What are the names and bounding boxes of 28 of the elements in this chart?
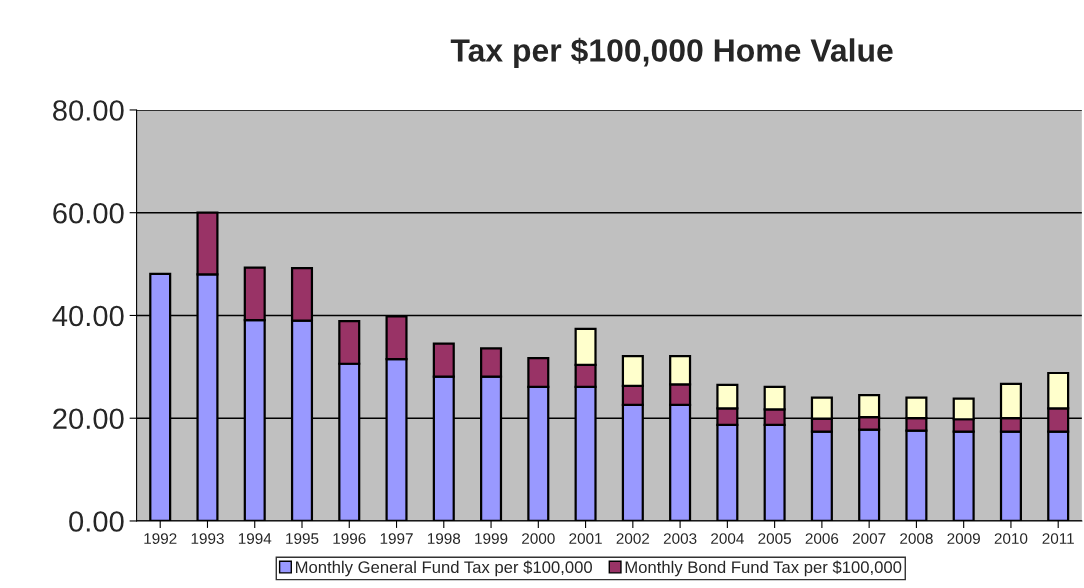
legend-label: Monthly General Fund Tax per $100,000 [295, 560, 592, 577]
y-tick-label: 0.00 [69, 511, 124, 532]
y-tick-label: 60.00 [53, 202, 124, 224]
x-tick-label: 1999 [475, 533, 508, 544]
x-tick-label: 2004 [711, 533, 744, 544]
x-tick-label: 1994 [238, 533, 272, 544]
x-tick-label: 2006 [805, 533, 839, 544]
x-tick-label: 2007 [852, 533, 886, 544]
chart-title: Tax per $100,000 Home Value [450, 37, 893, 69]
y-tick-label: 80.00 [53, 100, 124, 121]
x-tick-label: 2000 [522, 533, 555, 544]
x-tick-label: 2009 [947, 533, 980, 544]
x-tick-label: 1997 [380, 533, 413, 544]
y-tick-label: 20.00 [53, 408, 124, 430]
legend-label: Monthly Bond Fund Tax per $100,000 [625, 560, 902, 577]
x-tick-label: 2011 [1042, 533, 1074, 544]
x-tick-label: 1996 [333, 533, 366, 544]
x-tick-label: 2001 [569, 533, 602, 544]
x-tick-label: 1995 [286, 533, 319, 544]
x-tick-label: 1998 [427, 533, 461, 544]
x-tick-label: 2002 [616, 533, 650, 544]
x-tick-label: 2005 [758, 533, 791, 544]
x-tick-label: 2008 [900, 533, 933, 544]
x-tick-label: 2010 [994, 533, 1028, 544]
x-tick-label: 1992 [144, 533, 177, 544]
y-tick-label: 40.00 [52, 305, 124, 327]
x-tick-label: 2003 [663, 533, 697, 544]
x-tick-label: 1993 [191, 533, 224, 544]
